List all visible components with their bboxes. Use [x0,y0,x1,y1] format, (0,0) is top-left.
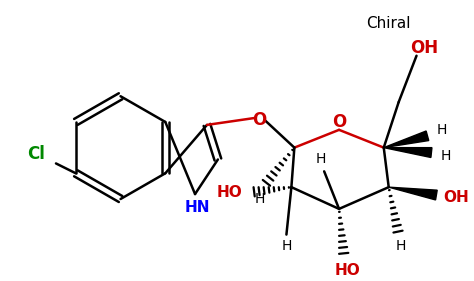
Text: OH: OH [443,189,469,205]
Text: O: O [332,113,346,131]
Text: H: H [436,123,447,137]
Text: O: O [253,111,267,129]
Text: H: H [395,239,406,253]
Text: Chiral: Chiral [366,16,411,31]
Polygon shape [384,131,429,148]
Text: H: H [316,153,327,166]
Polygon shape [384,148,432,157]
Text: H: H [281,239,292,253]
Polygon shape [389,187,437,200]
Text: Cl: Cl [27,144,45,162]
Text: HO: HO [217,185,243,200]
Text: OH: OH [410,39,438,57]
Text: HO: HO [334,263,360,278]
Text: HN: HN [184,200,210,216]
Text: H: H [255,192,265,206]
Text: H: H [440,149,450,162]
